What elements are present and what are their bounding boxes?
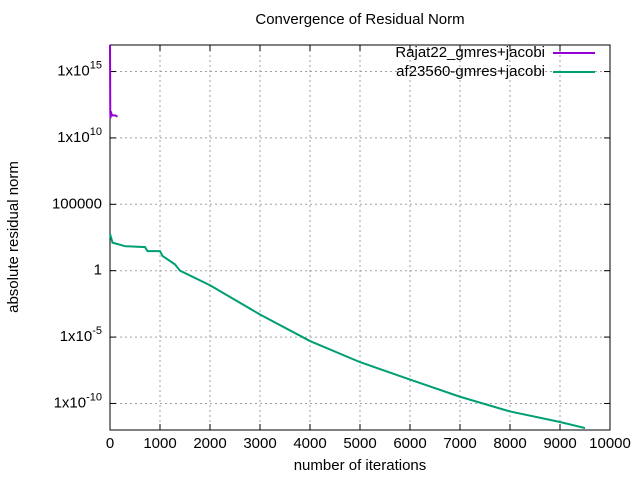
y-tick-label: 1x1010 [57,126,102,146]
chart-title: Convergence of Residual Norm [255,11,464,28]
y-tick-base: 1x10 [60,328,93,345]
legend-label: Rajat22_gmres+jacobi [395,44,545,61]
x-tick-label: 4000 [293,435,326,452]
x-tick-label: 5000 [343,435,376,452]
x-tick-label: 6000 [393,435,426,452]
y-tick-label: 1x10-5 [60,325,102,345]
y-tick-exponent: 15 [90,59,102,71]
x-tick-label: 7000 [443,435,476,452]
x-tick-label: 3000 [243,435,276,452]
x-tick-label: 10000 [589,435,631,452]
series-line [109,233,586,430]
y-tick-exponent: -10 [86,391,102,403]
x-axis-label: number of iterations [294,457,427,474]
y-tick-label: 1x1015 [57,59,102,79]
plot-border [109,44,611,431]
y-axis-label: absolute residual norm [5,161,22,313]
y-tick-label: 1 [94,262,102,279]
y-tick-label: 100000 [52,195,102,212]
x-tick-label: 0 [106,435,114,452]
y-tick-base: 1x10 [57,63,90,80]
y-tick-exponent: 10 [90,126,102,138]
x-tick-label: 9000 [543,435,576,452]
y-tick-base: 1x10 [57,129,90,146]
x-tick-label: 2000 [193,435,226,452]
series-line [109,44,118,119]
y-tick-base: 1x10 [54,394,87,411]
y-tick-exponent: -5 [92,325,102,337]
y-tick-label: 1x10-10 [54,391,102,411]
x-tick-label: 1000 [143,435,176,452]
x-tick-label: 8000 [493,435,526,452]
legend-label: af23560-gmres+jacobi [396,63,545,80]
